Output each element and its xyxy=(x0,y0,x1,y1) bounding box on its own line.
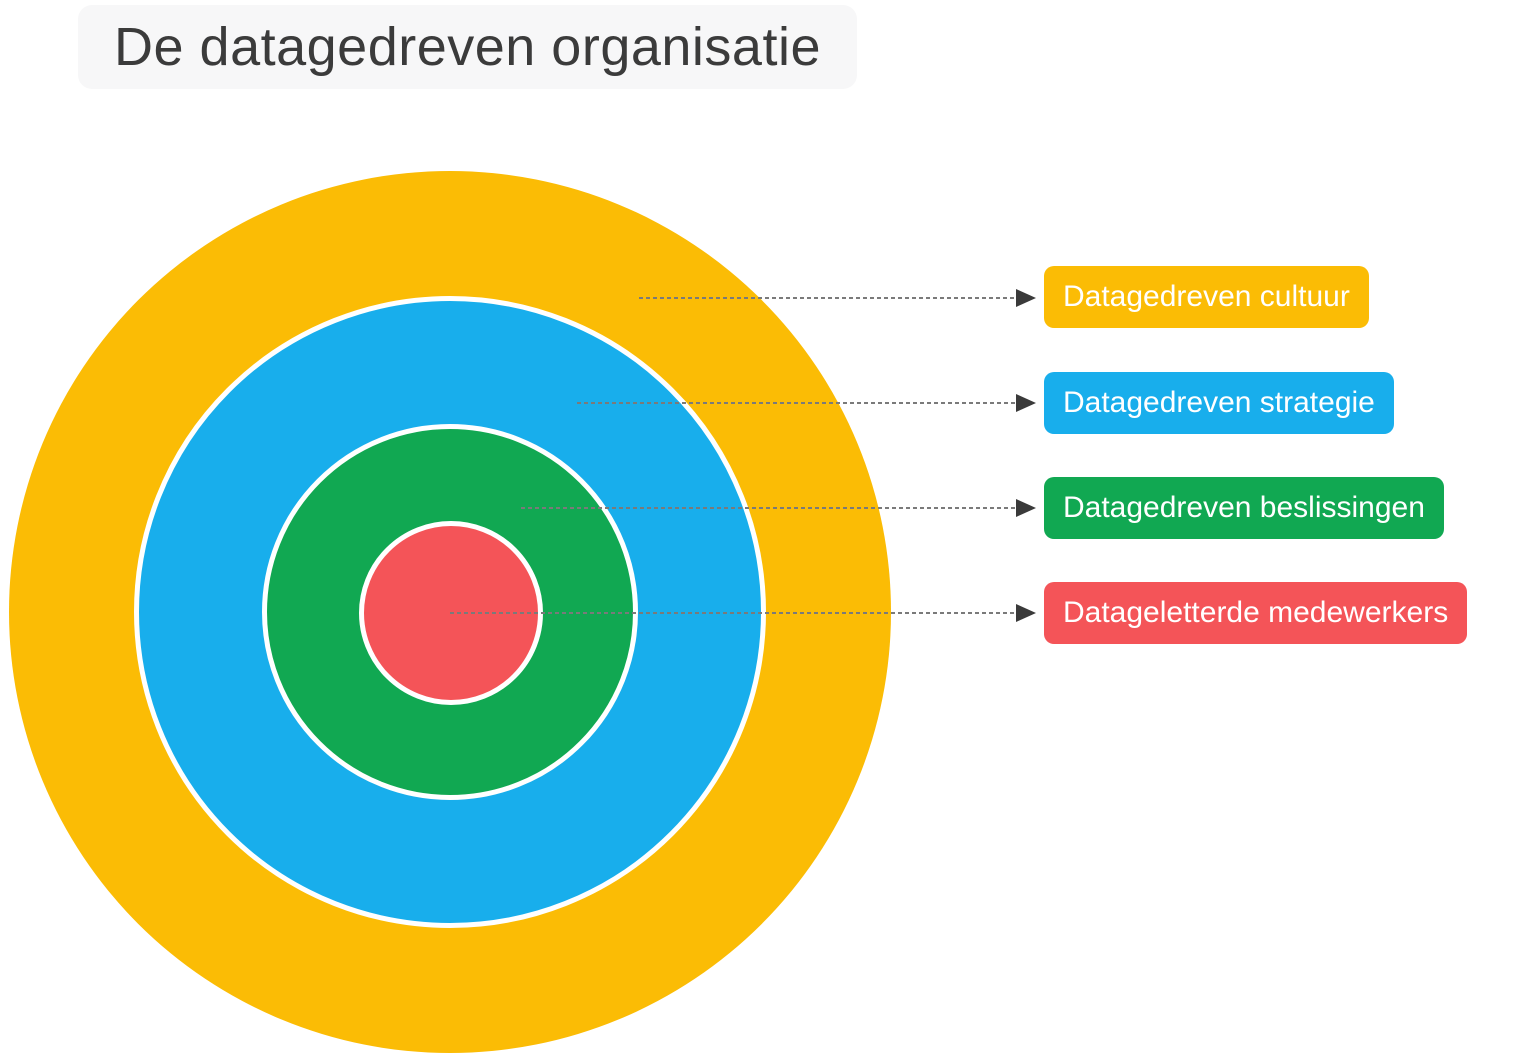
diagram-title: De datagedreven organisatie xyxy=(114,17,821,77)
arrow-right-icon xyxy=(1016,604,1036,622)
label-chip-beslissingen: Datagedreven beslissingen xyxy=(1044,477,1444,539)
connector-line-strategie xyxy=(577,402,1016,404)
diagram-title-box: De datagedreven organisatie xyxy=(78,5,857,89)
arrow-right-icon xyxy=(1016,394,1036,412)
label-chip-medewerkers: Datageletterde medewerkers xyxy=(1044,582,1468,644)
label-chip-strategie: Datagedreven strategie xyxy=(1044,372,1394,434)
connector-line-medewerkers xyxy=(450,612,1016,614)
connector-line-beslissingen xyxy=(521,507,1016,509)
arrow-right-icon xyxy=(1016,289,1036,307)
connector-line-cultuur xyxy=(639,297,1016,299)
arrow-right-icon xyxy=(1016,499,1036,517)
label-chip-cultuur: Datagedreven cultuur xyxy=(1044,266,1369,328)
